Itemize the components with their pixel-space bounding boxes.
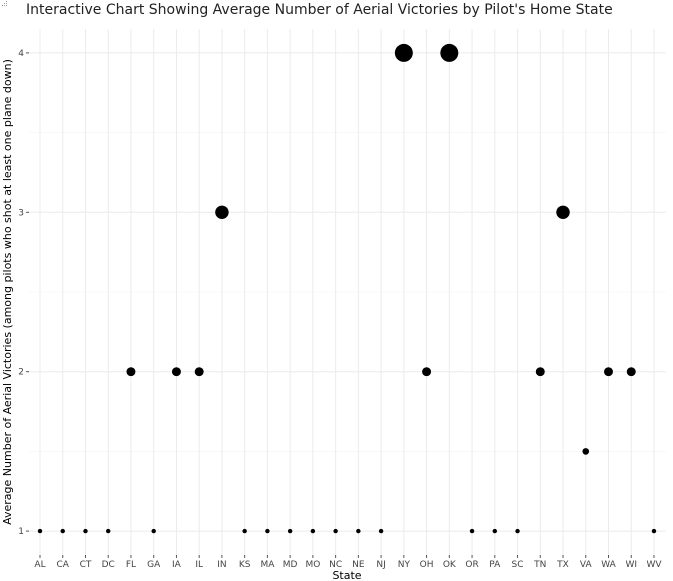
data-point-oh[interactable] [422, 367, 432, 377]
x-tick-label: OK [443, 560, 457, 570]
data-point-in[interactable] [215, 205, 229, 220]
x-tick-label: WI [625, 560, 637, 570]
x-tick-label: FL [126, 560, 136, 570]
x-tick-label: VA [580, 560, 593, 570]
data-point-ok[interactable] [440, 43, 459, 62]
data-point-ny[interactable] [394, 43, 413, 62]
x-tick-label: MO [305, 560, 320, 570]
x-tick-label: WA [601, 560, 616, 570]
x-tick-label: CT [80, 560, 92, 570]
x-tick-label: TN [533, 560, 546, 570]
x-tick-label: PA [489, 560, 501, 570]
data-point-dc[interactable] [106, 528, 111, 534]
data-point-tx[interactable] [556, 205, 570, 220]
chart-title: Interactive Chart Showing Average Number… [26, 2, 613, 18]
data-point-tn[interactable] [535, 367, 545, 377]
data-point-ct[interactable] [83, 528, 88, 534]
x-tick-label: CA [57, 560, 70, 570]
x-tick-label: SC [512, 560, 524, 570]
data-point-ia[interactable] [171, 367, 181, 377]
x-tick-label: NE [352, 560, 365, 570]
y-axis-ticks: 1 2 3 4 [18, 49, 29, 537]
x-tick-label: KS [239, 560, 251, 570]
data-point-ma[interactable] [265, 528, 270, 534]
y-tick-label: 1 [18, 527, 24, 537]
data-point-pa[interactable] [492, 528, 497, 534]
x-tick-label: DC [102, 560, 115, 570]
x-tick-label: MA [260, 560, 275, 570]
data-point-fl[interactable] [126, 367, 136, 377]
data-points[interactable] [37, 43, 657, 534]
data-point-ca[interactable] [60, 528, 65, 534]
x-tick-label: NJ [376, 560, 385, 570]
data-point-wa[interactable] [604, 367, 613, 377]
data-point-nj[interactable] [378, 528, 384, 534]
data-point-va[interactable] [582, 448, 590, 455]
data-point-wi[interactable] [626, 367, 636, 377]
y-tick-label: 3 [18, 208, 24, 218]
x-tick-label: MD [283, 560, 298, 570]
data-point-al[interactable] [37, 528, 43, 534]
resize-handle-icon[interactable] [0, 0, 8, 8]
x-tick-label: OH [420, 560, 434, 570]
data-point-or[interactable] [469, 528, 475, 534]
x-tick-label: AL [34, 560, 45, 570]
x-tick-label: IA [172, 560, 182, 570]
y-tick-label: 2 [18, 368, 24, 378]
data-point-ne[interactable] [356, 528, 361, 534]
x-tick-label: WV [646, 560, 662, 570]
x-tick-label: GA [147, 560, 161, 570]
x-tick-label: OR [465, 560, 478, 570]
y-axis-title: Average Number of Aerial Victories (amon… [1, 59, 14, 525]
grid-lines [29, 29, 666, 555]
x-axis-title: State [332, 569, 361, 581]
data-point-mo[interactable] [310, 528, 316, 534]
x-tick-label: IN [217, 560, 226, 570]
data-point-sc[interactable] [515, 528, 520, 534]
x-tick-label: NY [398, 560, 411, 570]
data-point-ks[interactable] [242, 528, 247, 534]
x-tick-label: NC [329, 560, 342, 570]
x-tick-label: IL [195, 560, 203, 570]
data-point-il[interactable] [194, 367, 204, 377]
data-point-md[interactable] [287, 528, 293, 534]
data-point-nc[interactable] [333, 528, 338, 534]
y-tick-label: 4 [18, 49, 24, 59]
x-tick-label: TX [556, 560, 569, 570]
x-axis-ticks: AL CA CT DC FL GA IA IL IN KS MA MD MO NC NE NJ NY OH OK OR… [34, 555, 662, 570]
data-point-wv[interactable] [651, 528, 657, 534]
data-point-ga[interactable] [151, 528, 156, 534]
